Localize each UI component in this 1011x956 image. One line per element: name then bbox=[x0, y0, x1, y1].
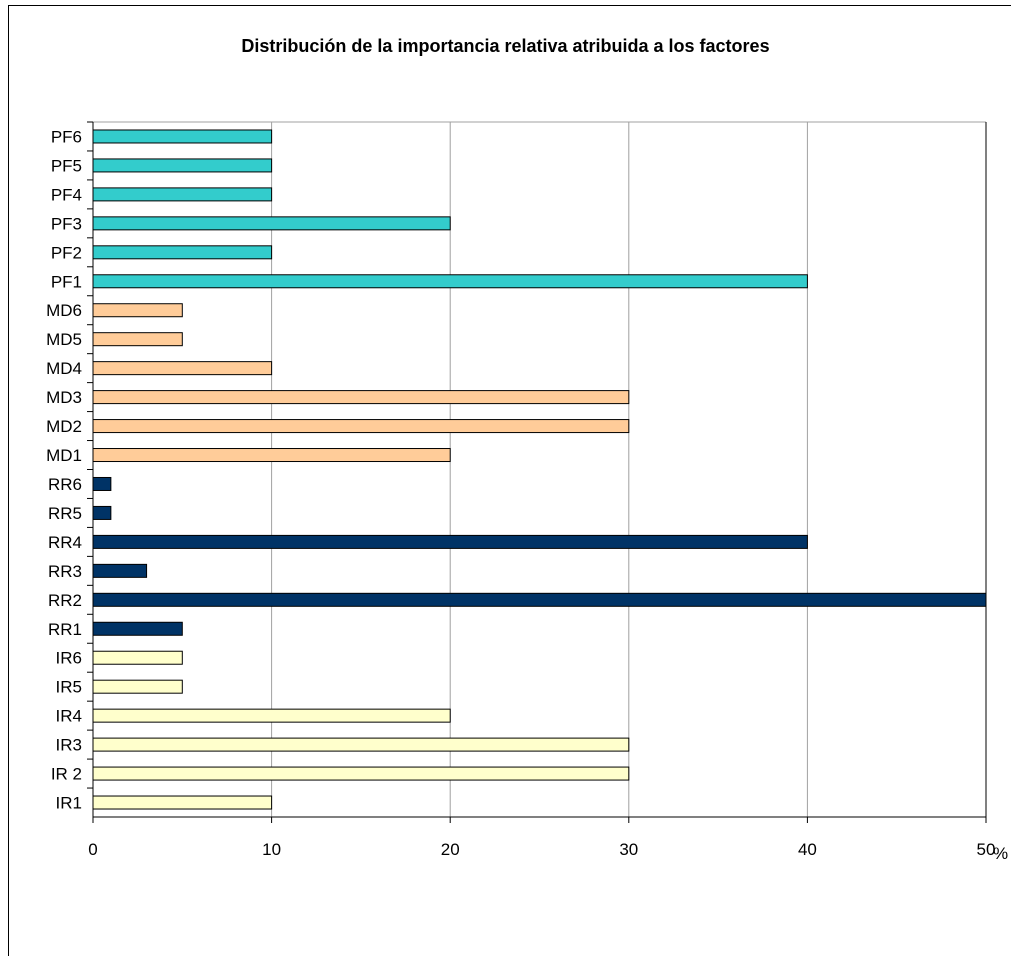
category-label: MD4 bbox=[46, 359, 82, 378]
bar-pf5 bbox=[92, 158, 273, 173]
x-tick-label: 50 bbox=[977, 840, 996, 859]
chart-frame bbox=[8, 5, 1011, 956]
bar-rr5 bbox=[92, 505, 112, 520]
bar-pf6 bbox=[92, 129, 273, 144]
bar-ir5 bbox=[92, 679, 183, 694]
x-tick-label: 10 bbox=[262, 840, 281, 859]
bar-ir1 bbox=[92, 795, 273, 810]
bar-ir2 bbox=[92, 766, 630, 781]
category-label: IR5 bbox=[56, 678, 82, 697]
bar-md6 bbox=[92, 303, 183, 318]
category-label: RR4 bbox=[48, 533, 82, 552]
category-label: RR6 bbox=[48, 475, 82, 494]
x-axis-unit-label: % bbox=[993, 844, 1008, 863]
category-label: MD3 bbox=[46, 388, 82, 407]
category-label: PF6 bbox=[51, 127, 82, 146]
bar-pf1 bbox=[92, 274, 808, 289]
bar-ir3 bbox=[92, 737, 630, 752]
bar-rr2 bbox=[92, 592, 987, 607]
x-tick-label: 0 bbox=[88, 840, 97, 859]
x-tick-label: 30 bbox=[619, 840, 638, 859]
x-tick-label: 20 bbox=[441, 840, 460, 859]
category-label: RR5 bbox=[48, 504, 82, 523]
category-label: PF3 bbox=[51, 214, 82, 233]
bar-md2 bbox=[92, 419, 630, 434]
category-label: PF1 bbox=[51, 272, 82, 291]
category-label: IR6 bbox=[56, 649, 82, 668]
category-label: RR3 bbox=[48, 562, 82, 581]
category-label: PF2 bbox=[51, 243, 82, 262]
chart-title: Distribución de la importancia relativa … bbox=[241, 36, 770, 56]
bar-ir6 bbox=[92, 650, 183, 665]
bar-rr4 bbox=[92, 534, 808, 549]
category-label: RR1 bbox=[48, 620, 82, 639]
bar-ir4 bbox=[92, 708, 451, 723]
category-label: IR4 bbox=[56, 707, 82, 726]
category-label: PF5 bbox=[51, 156, 82, 175]
bar-pf3 bbox=[92, 216, 451, 231]
bar-md1 bbox=[92, 448, 451, 463]
bar-rr1 bbox=[92, 621, 183, 636]
bar-pf2 bbox=[92, 245, 273, 260]
x-tick-label: 40 bbox=[798, 840, 817, 859]
category-label: IR1 bbox=[56, 794, 82, 813]
bar-rr3 bbox=[92, 563, 148, 578]
category-label: PF4 bbox=[51, 185, 82, 204]
category-label: RR2 bbox=[48, 591, 82, 610]
bar-md5 bbox=[92, 332, 183, 347]
category-label: MD5 bbox=[46, 330, 82, 349]
category-label: IR 2 bbox=[51, 765, 82, 784]
category-label: IR3 bbox=[56, 736, 82, 755]
category-label: MD6 bbox=[46, 301, 82, 320]
bar-md4 bbox=[92, 361, 273, 376]
category-label: MD2 bbox=[46, 417, 82, 436]
bar-pf4 bbox=[92, 187, 273, 202]
bar-md3 bbox=[92, 390, 630, 405]
bar-rr6 bbox=[92, 476, 112, 491]
category-label: MD1 bbox=[46, 446, 82, 465]
